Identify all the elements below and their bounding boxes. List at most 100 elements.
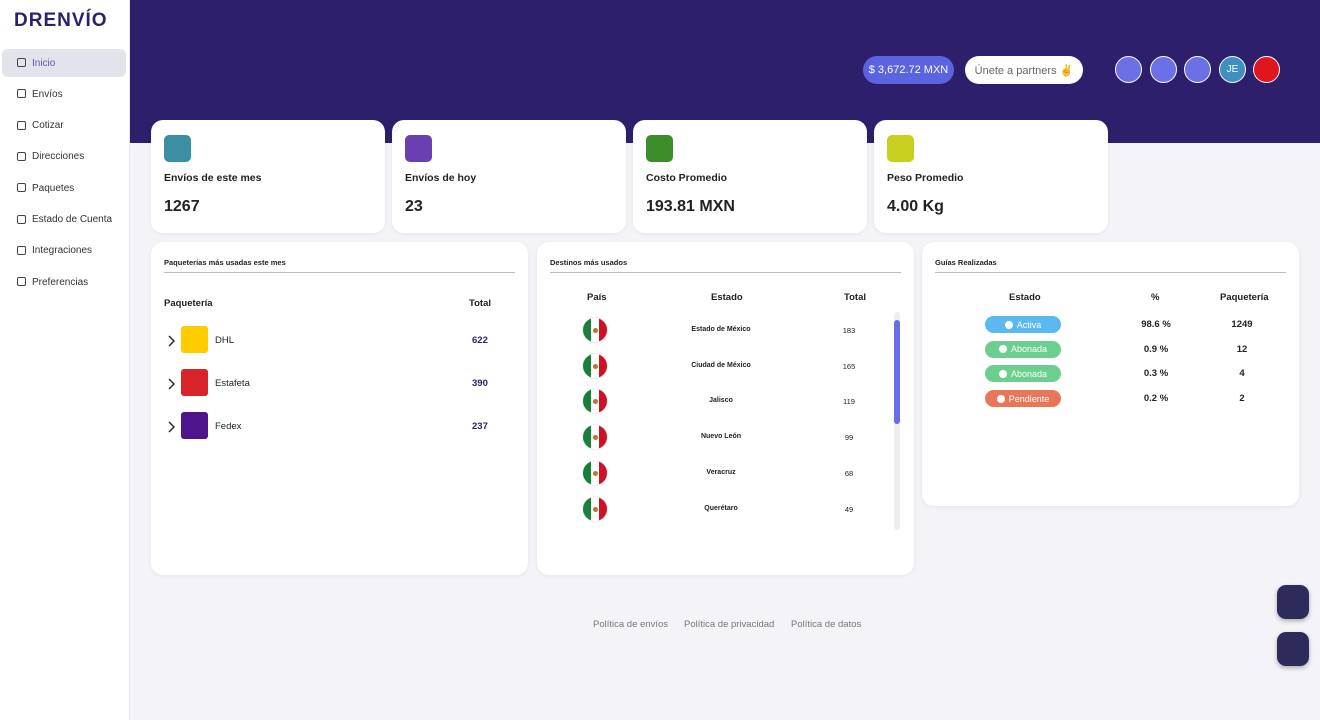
sidebar: DRENVÍO Inicio Envíos Cotizar Direcciones Pa… — [0, 0, 130, 720]
expand-button[interactable] — [167, 420, 175, 433]
expand-button[interactable] — [167, 377, 175, 390]
flag — [582, 495, 608, 522]
nav-item[interactable]: Cotizar — [2, 112, 126, 140]
status-text: Abonada — [1010, 344, 1048, 355]
destination-state: Veracruz — [706, 468, 736, 476]
count: 12 — [1236, 343, 1248, 355]
status-badge: Pendiente — [985, 390, 1061, 408]
destination-state: Querétaro — [704, 504, 738, 512]
stat-icon — [405, 135, 432, 162]
nav-item[interactable]: Direcciones — [2, 143, 126, 171]
status-badge: Activa — [985, 316, 1061, 333]
stat-label: Envíos de este mes — [164, 172, 262, 184]
panel-title: Destinos más usados — [550, 258, 628, 267]
destination-total: 68 — [844, 468, 854, 478]
column-header: Estado — [711, 292, 743, 303]
destination-total: 119 — [843, 397, 855, 407]
stat-label: Costo Promedio — [646, 172, 728, 184]
flag — [582, 317, 608, 343]
carrier-total: 622 — [472, 335, 488, 346]
destination-state: Jalisco — [709, 397, 733, 405]
destination-total: 183 — [842, 326, 856, 335]
percent: 0.2 % — [1143, 393, 1169, 405]
destination-state: Ciudad de México — [691, 361, 751, 369]
nav-item[interactable]: Inicio — [2, 49, 126, 77]
stat-value: 4.00 Kg — [887, 198, 944, 215]
flag — [582, 424, 608, 451]
nav-item[interactable]: Integraciones — [2, 237, 126, 265]
stat-value: 193.81 MXN — [646, 198, 735, 215]
column-header: Estado — [1009, 292, 1041, 303]
notifications-button[interactable] — [1184, 56, 1211, 83]
stat-label: Envíos de hoy — [405, 172, 477, 184]
percent: 0.3 % — [1143, 368, 1169, 380]
carrier-total: 390 — [472, 378, 488, 389]
flag — [582, 459, 608, 486]
nav-item[interactable]: Envíos — [2, 80, 126, 108]
search-button[interactable] — [1115, 56, 1142, 83]
status-badge: Abonada — [985, 365, 1061, 383]
column-header: País — [587, 292, 607, 303]
column-header: Total — [469, 298, 491, 309]
avatar[interactable]: JE — [1219, 56, 1246, 83]
column-header: % — [1151, 292, 1160, 303]
destination-state: Estado de México — [691, 326, 751, 333]
status-text: Pendiente — [1008, 393, 1050, 404]
balance[interactable]: $ 3,672.72 MXN — [863, 56, 954, 84]
carrier-name: Fedex — [215, 421, 242, 432]
nav-item[interactable]: Paquetes — [2, 174, 126, 202]
column-header: Paquetería — [1220, 292, 1269, 303]
count: 4 — [1239, 368, 1245, 380]
panel-title: Paqueterías más usadas este mes — [164, 258, 286, 267]
stat-icon — [164, 135, 191, 162]
count: 1249 — [1231, 319, 1253, 330]
destination-total: 165 — [842, 361, 856, 371]
nav-item[interactable]: Estado de Cuenta — [2, 206, 126, 234]
carrier-logo — [181, 412, 208, 439]
destination-state: Nuevo León — [700, 433, 742, 441]
percent: 98.6 % — [1141, 319, 1171, 330]
status-text: Activa — [1016, 319, 1042, 330]
expand-button[interactable] — [167, 334, 175, 347]
stat-card: Peso Promedio 4.00 Kg — [874, 120, 1108, 233]
stat-icon — [887, 135, 914, 162]
partners-button[interactable]: Únete a partners ✌ — [965, 56, 1083, 84]
panel-title: Guías Realizadas — [935, 258, 997, 267]
scrollbar[interactable] — [894, 312, 900, 530]
apps-button[interactable] — [1277, 585, 1309, 619]
flag — [582, 388, 608, 415]
logout-button[interactable] — [1253, 56, 1280, 83]
logo[interactable]: DRENVÍO — [14, 10, 108, 31]
status-text: Abonada — [1010, 368, 1048, 379]
stat-icon — [646, 135, 673, 162]
footer-link[interactable]: Política de envíos — [593, 619, 668, 630]
stat-card: Envíos de este mes 1267 — [151, 120, 385, 233]
destination-total: 99 — [844, 433, 854, 443]
carrier-logo — [181, 326, 208, 353]
percent: 0.9 % — [1143, 343, 1169, 355]
carrier-name: Estafeta — [215, 378, 250, 389]
count: 2 — [1239, 393, 1245, 405]
column-header: Paquetería — [164, 298, 213, 309]
carrier-name: DHL — [215, 335, 235, 346]
carrier-total: 237 — [472, 421, 488, 432]
destinations-panel: Destinos más usados País Estado Total Es… — [537, 242, 914, 575]
destination-total: 49 — [844, 504, 854, 514]
footer-link[interactable]: Política de privacidad — [684, 619, 775, 630]
footer-link[interactable]: Política de datos — [791, 619, 862, 630]
nav-item[interactable]: Preferencias — [2, 268, 126, 296]
stat-card: Costo Promedio 193.81 MXN — [633, 120, 867, 233]
stat-value: 1267 — [164, 198, 200, 215]
help-button[interactable] — [1150, 56, 1177, 83]
chat-button[interactable] — [1277, 632, 1309, 666]
guides-panel: Guías Realizadas Estado % Paquetería Act… — [922, 242, 1299, 506]
flag — [582, 352, 608, 379]
stat-label: Peso Promedio — [887, 172, 964, 184]
status-badge: Abonada — [985, 340, 1061, 358]
stat-value: 23 — [405, 198, 423, 215]
column-header: Total — [844, 292, 866, 303]
carriers-panel: Paqueterías más usadas este mes Paqueter… — [151, 242, 528, 575]
stat-card: Envíos de hoy 23 — [392, 120, 626, 233]
carrier-logo — [181, 369, 208, 396]
